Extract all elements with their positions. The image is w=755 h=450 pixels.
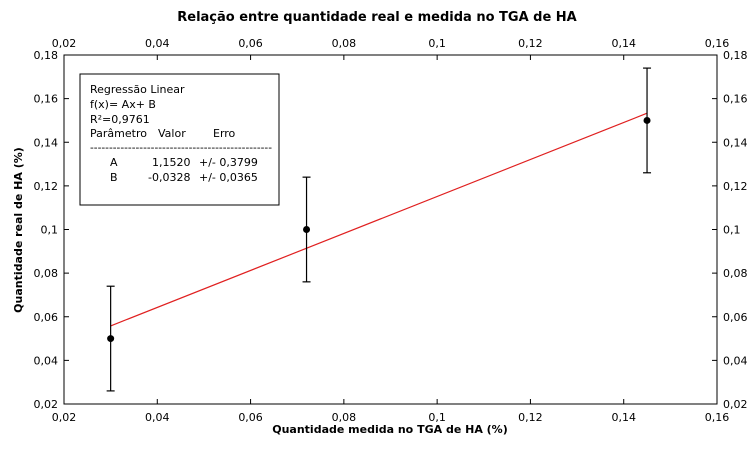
axis-tick-labels: 0,020,020,040,040,060,060,080,080,10,10,… <box>34 37 748 424</box>
y-tick-label-right: 0,08 <box>723 267 748 280</box>
x-tick-label-top: 0,06 <box>238 37 263 50</box>
chart-title: Relação entre quantidade real e medida n… <box>177 10 577 25</box>
regression-separator: ----------------------------------------… <box>90 141 272 154</box>
x-tick-label-top: 0,04 <box>145 37 170 50</box>
y-tick-label-right: 0,14 <box>723 136 748 149</box>
y-tick-label-right: 0,1 <box>723 224 741 237</box>
x-tick-label-top: 0,16 <box>705 37 730 50</box>
x-tick-label-bottom: 0,1 <box>428 411 446 424</box>
y-tick-label-left: 0,16 <box>34 93 59 106</box>
y-tick-label-right: 0,04 <box>723 354 748 367</box>
y-tick-label-left: 0,14 <box>34 136 59 149</box>
y-tick-label-left: 0,06 <box>34 311 59 324</box>
x-tick-label-bottom: 0,04 <box>145 411 170 424</box>
regression-formula: f(x)= Ax+ B <box>90 98 156 111</box>
y-tick-label-left: 0,18 <box>34 49 59 62</box>
y-tick-label-right: 0,02 <box>723 398 748 411</box>
regression-line <box>110 112 648 327</box>
x-tick-label-top: 0,08 <box>332 37 357 50</box>
data-point <box>303 226 311 233</box>
x-tick-label-bottom: 0,08 <box>332 411 357 424</box>
regression-header-error: Erro <box>213 127 236 140</box>
regression-row-b-error: +/- 0,0365 <box>199 171 258 184</box>
regression-row-b-param: B <box>110 171 118 184</box>
y-tick-label-left: 0,02 <box>34 398 59 411</box>
x-tick-label-bottom: 0,06 <box>238 411 263 424</box>
regression-r2: R²=0,9761 <box>90 113 150 126</box>
data-point <box>643 116 651 124</box>
regression-row-a-value: 1,1520 <box>152 156 191 169</box>
x-tick-label-bottom: 0,14 <box>611 411 636 424</box>
y-tick-label-right: 0,16 <box>723 93 748 106</box>
y-tick-label-left: 0,1 <box>41 224 59 237</box>
x-tick-label-top: 0,14 <box>611 37 636 50</box>
data-series <box>106 67 652 392</box>
y-axis-title: Quantidade real de HA (%) <box>12 147 25 313</box>
regression-title: Regressão Linear <box>90 83 185 96</box>
x-axis-title: Quantidade medida no TGA de HA (%) <box>272 423 508 436</box>
regression-header-value: Valor <box>158 127 186 140</box>
x-tick-label-top: 0,02 <box>52 37 77 50</box>
y-tick-label-left: 0,04 <box>34 354 59 367</box>
regression-info-box: Regressão Linear f(x)= Ax+ B R²=0,9761 P… <box>79 73 280 206</box>
regression-row-b-value: -0,0328 <box>148 171 190 184</box>
regression-header-param: Parâmetro <box>90 127 147 140</box>
x-tick-label-bottom: 0,12 <box>518 411 543 424</box>
regression-box-frame <box>79 73 280 206</box>
regression-row-a-param: A <box>110 156 118 169</box>
y-tick-label-left: 0,08 <box>34 267 59 280</box>
y-tick-label-right: 0,18 <box>723 49 748 62</box>
y-tick-label-right: 0,06 <box>723 311 748 324</box>
y-tick-label-right: 0,12 <box>723 180 748 193</box>
x-tick-label-bottom: 0,16 <box>705 411 730 424</box>
regression-row-a-error: +/- 0,3799 <box>199 156 258 169</box>
data-point <box>107 335 115 343</box>
x-tick-label-bottom: 0,02 <box>52 411 77 424</box>
axis-ticks <box>63 54 718 405</box>
x-tick-label-top: 0,1 <box>428 37 446 50</box>
x-tick-label-top: 0,12 <box>518 37 543 50</box>
y-tick-label-left: 0,12 <box>34 180 59 193</box>
